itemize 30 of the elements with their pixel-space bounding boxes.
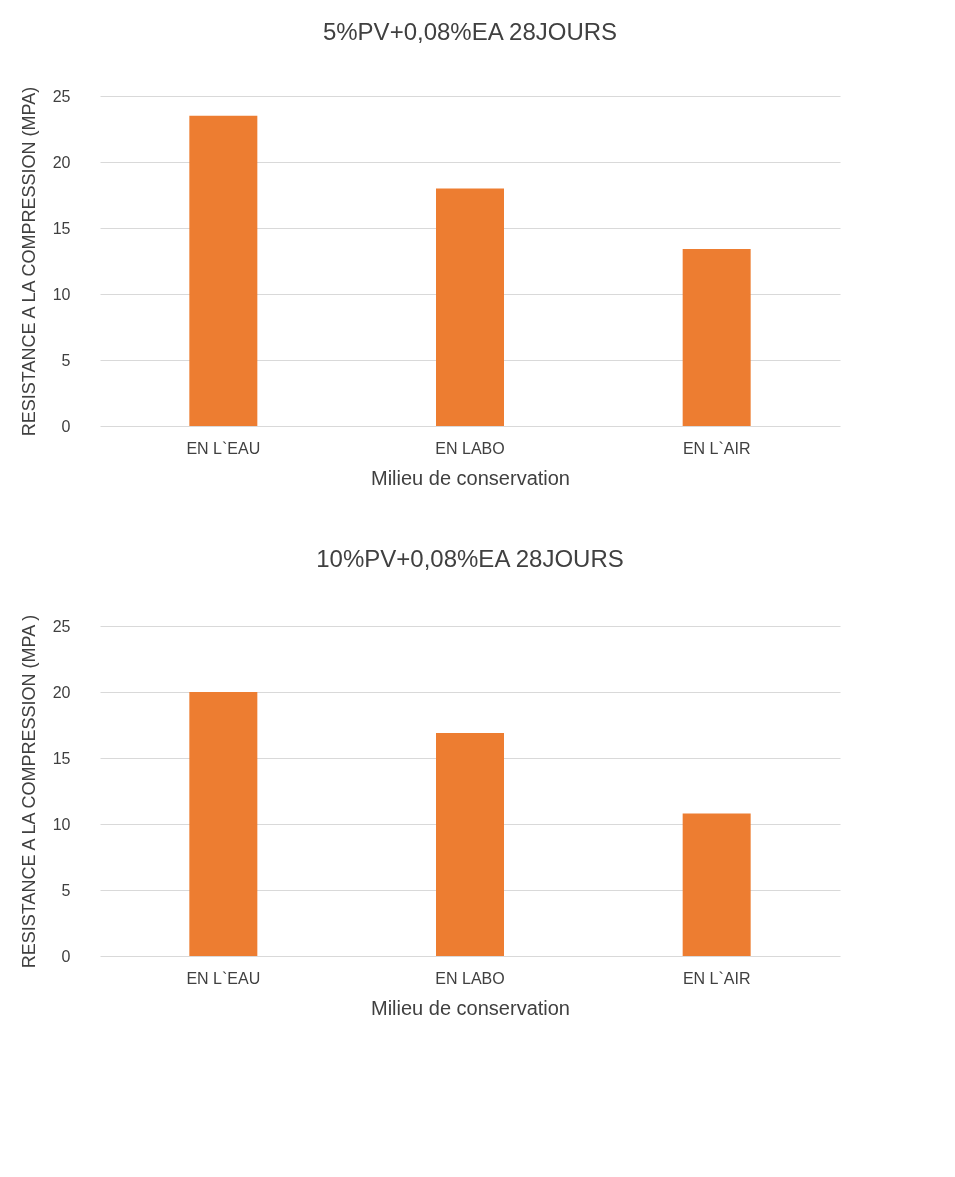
chart-title: 5%PV+0,08%EA 28JOURS bbox=[322, 17, 618, 45]
y-tick-label: 5 bbox=[61, 351, 71, 369]
x-axis-title: Milieu de conservation bbox=[371, 466, 570, 489]
y-tick-label: 25 bbox=[52, 617, 71, 635]
y-axis-title: RESISTANCE A LA COMPRESSION (MPA ) bbox=[18, 614, 39, 969]
x-tick-label: EN LABO bbox=[435, 969, 505, 987]
y-tick-label: 15 bbox=[52, 219, 71, 237]
x-tick-label: EN L`EAU bbox=[186, 969, 261, 987]
x-tick-label: EN LABO bbox=[435, 439, 505, 457]
chart-title: 10%PV+0,08%EA 28JOURS bbox=[316, 545, 624, 573]
y-tick-label: 0 bbox=[61, 947, 71, 965]
bar bbox=[189, 692, 258, 956]
bar bbox=[189, 115, 258, 426]
y-tick-label: 25 bbox=[52, 87, 71, 105]
x-axis-title: Milieu de conservation bbox=[371, 996, 570, 1019]
y-tick-label: 5 bbox=[61, 881, 71, 899]
x-tick-label: EN L`AIR bbox=[682, 439, 751, 457]
y-tick-label: 0 bbox=[61, 417, 71, 435]
bar bbox=[682, 813, 751, 956]
bar bbox=[436, 732, 504, 956]
x-tick-label: EN L`AIR bbox=[682, 969, 751, 987]
y-tick-label: 20 bbox=[52, 153, 71, 171]
bar bbox=[682, 249, 751, 426]
bar bbox=[436, 188, 504, 426]
y-axis-title: RESISTANCE A LA COMPRESSION (MPA) bbox=[18, 86, 39, 437]
y-tick-label: 10 bbox=[52, 285, 71, 303]
y-tick-label: 10 bbox=[52, 815, 71, 833]
y-tick-label: 15 bbox=[52, 749, 71, 767]
y-tick-label: 20 bbox=[52, 683, 71, 701]
x-tick-label: EN L`EAU bbox=[186, 439, 261, 457]
